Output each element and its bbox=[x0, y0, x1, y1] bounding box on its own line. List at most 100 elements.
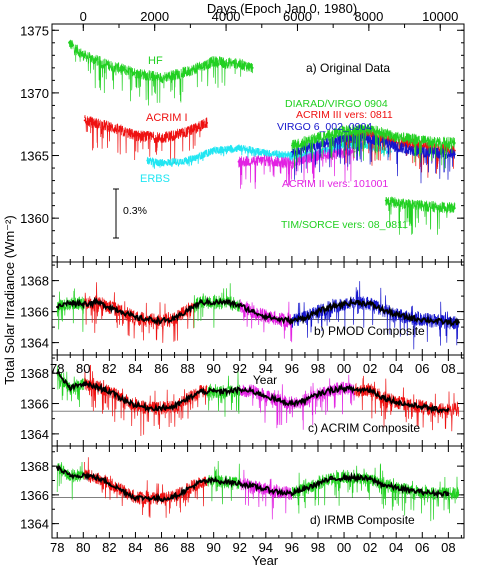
composite-point bbox=[212, 390, 215, 393]
legend-virgo: VIRGO 6_002_0904 bbox=[277, 121, 372, 133]
scale-bar-label: 0.3% bbox=[123, 205, 147, 217]
series-point bbox=[238, 63, 241, 65]
y-tick-label: 1375 bbox=[20, 23, 49, 38]
series-point bbox=[251, 66, 254, 69]
series-point bbox=[290, 162, 293, 164]
composite-daily bbox=[291, 469, 355, 514]
series-point bbox=[317, 143, 319, 146]
year-tick-label: 92 bbox=[233, 540, 247, 555]
year-tick-label: 84 bbox=[128, 361, 142, 376]
series-line bbox=[68, 39, 254, 106]
series-point bbox=[453, 207, 456, 210]
legend-acrim-i: ACRIM I bbox=[146, 112, 188, 124]
composite-point bbox=[264, 488, 267, 491]
composite-point bbox=[173, 405, 176, 408]
composite-point bbox=[69, 301, 72, 304]
composite-point bbox=[147, 406, 150, 410]
series-point bbox=[237, 160, 240, 163]
composite-point bbox=[173, 495, 176, 498]
composite-point bbox=[369, 388, 372, 391]
composite-point bbox=[395, 400, 398, 404]
series-point bbox=[82, 54, 85, 57]
year-tick-labels-bottom: 78 80 82 84 86 88 90 92 94 96 98 00 02 04 06 08 bbox=[50, 540, 456, 555]
y-tick-label: 1360 bbox=[20, 211, 49, 226]
composite-point bbox=[290, 492, 293, 495]
composite-point bbox=[186, 488, 189, 491]
series-point bbox=[421, 144, 424, 147]
composite-point bbox=[329, 305, 333, 309]
series-point bbox=[186, 130, 189, 133]
series-point bbox=[108, 64, 111, 67]
composite-point bbox=[434, 408, 437, 411]
composite-point bbox=[212, 301, 215, 304]
composite-point bbox=[329, 477, 333, 481]
year-tick-label: 06 bbox=[415, 540, 429, 555]
year-tick-label: 80 bbox=[76, 540, 90, 555]
series-point bbox=[264, 152, 267, 154]
composite-daily bbox=[84, 364, 208, 437]
composite-point bbox=[303, 399, 307, 402]
composite-smoothed bbox=[56, 296, 460, 328]
composite-point bbox=[434, 492, 437, 495]
scale-bar bbox=[113, 188, 119, 239]
series-point bbox=[421, 139, 424, 142]
composite-point bbox=[95, 385, 98, 388]
year-tick-label: 90 bbox=[206, 540, 220, 555]
series-line bbox=[385, 196, 456, 235]
legend-acrim-iii: ACRIM III vers: 0811 bbox=[296, 109, 393, 121]
series-line bbox=[84, 114, 208, 166]
series-point bbox=[212, 60, 215, 63]
legend-acrim-ii: ACRIM II vers: 101001 bbox=[282, 178, 388, 190]
composite-point bbox=[186, 308, 189, 312]
year-tick-label: 08 bbox=[441, 361, 455, 376]
series-point bbox=[186, 70, 189, 73]
y-tick-label: 1368 bbox=[20, 366, 49, 381]
composite-point bbox=[316, 482, 320, 485]
composite-point bbox=[212, 479, 215, 482]
panel-b-title: b) PMOD Composite bbox=[314, 324, 425, 338]
composite-point bbox=[56, 305, 59, 309]
composite-point bbox=[264, 394, 267, 398]
composite-daily bbox=[193, 283, 241, 328]
series-point bbox=[408, 203, 411, 206]
composite-point bbox=[447, 492, 450, 495]
composite-point bbox=[434, 319, 437, 322]
year-tick-label: 98 bbox=[311, 540, 325, 555]
composite-point bbox=[382, 308, 385, 312]
composite-daily bbox=[84, 282, 195, 343]
composite-point bbox=[395, 486, 398, 489]
composite-daily bbox=[56, 461, 85, 500]
top-tick-label: 8000 bbox=[354, 9, 383, 24]
composite-point bbox=[277, 399, 280, 402]
year-tick-label: 84 bbox=[128, 540, 142, 555]
composite-point bbox=[303, 316, 307, 319]
composite-daily bbox=[206, 460, 241, 505]
y-tick-label: 1364 bbox=[20, 427, 49, 442]
series-point bbox=[206, 122, 209, 124]
year-tick-label: 00 bbox=[337, 540, 351, 555]
composite-daily bbox=[354, 375, 391, 428]
panel-b-pmod-composite: 1368 1366 1364 bbox=[20, 261, 465, 356]
composite-point bbox=[95, 476, 98, 479]
composite-point bbox=[199, 301, 202, 304]
panel-c-acrim-composite: 1368 1366 1364 bbox=[20, 354, 465, 447]
composite-point bbox=[82, 473, 85, 476]
composite-point bbox=[134, 403, 137, 407]
y-tick-label: 1364 bbox=[20, 517, 49, 532]
panel-a-title: a) Original Data bbox=[306, 61, 390, 75]
composite-point bbox=[303, 488, 307, 491]
year-tick-label: 96 bbox=[285, 361, 299, 376]
composite-point bbox=[134, 316, 137, 319]
series-point bbox=[238, 147, 241, 149]
composite-point bbox=[369, 477, 372, 481]
composite-daily bbox=[56, 365, 85, 408]
composite-point bbox=[238, 304, 241, 307]
composite-point bbox=[382, 483, 385, 486]
series-point bbox=[160, 162, 163, 164]
panel-d-irmb-composite: 1368 1366 1364 bbox=[20, 445, 465, 539]
composite-point bbox=[342, 476, 346, 479]
series-point bbox=[317, 137, 319, 139]
composite-point bbox=[290, 319, 293, 322]
y-tick-label: 1366 bbox=[20, 397, 49, 412]
composite-point bbox=[56, 466, 59, 469]
